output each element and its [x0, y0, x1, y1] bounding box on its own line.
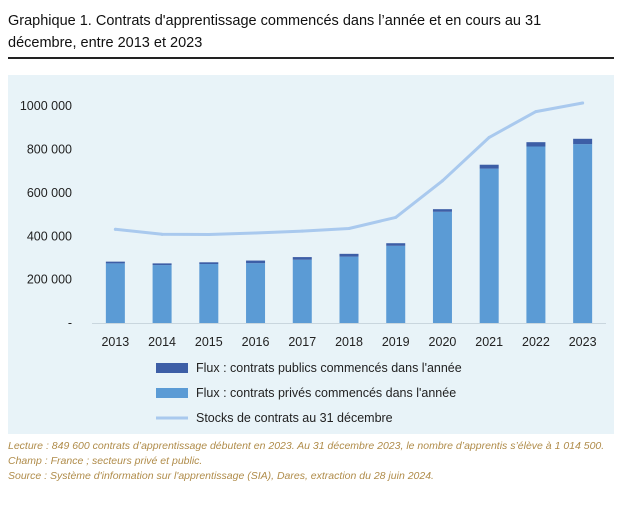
x-tick-label: 2021 — [475, 335, 503, 349]
bar-public — [292, 257, 312, 260]
y-tick-label: 600 000 — [27, 186, 72, 200]
legend-item-stock: Stocks de contrats au 31 décembre — [156, 411, 393, 425]
bar-public — [573, 138, 593, 145]
legend-label-stock: Stocks de contrats au 31 décembre — [196, 411, 393, 425]
bar-public — [339, 253, 359, 257]
x-tick-label: 2019 — [382, 335, 410, 349]
title-divider — [8, 57, 614, 59]
bar-private — [339, 256, 359, 323]
x-tick-label: 2016 — [242, 335, 270, 349]
bars — [105, 138, 593, 323]
legend-swatch-private — [156, 388, 188, 398]
x-tick-label: 2017 — [288, 335, 316, 349]
x-tick-label: 2013 — [101, 335, 129, 349]
bar-private — [526, 146, 546, 323]
x-axis-ticks: 2013 2014 2015 2016 2017 2018 2019 2020 2021 2022… — [101, 335, 596, 349]
bar-private — [105, 263, 125, 323]
chart-title: Graphique 1. Contrats d'apprentissage co… — [8, 13, 542, 51]
bar-private — [386, 245, 406, 323]
bar-public — [479, 164, 499, 169]
legend-label-private: Flux : contrats privés commencés dans l'… — [196, 386, 456, 400]
bar-public — [432, 209, 452, 212]
bar-private — [573, 144, 593, 323]
bar-public — [152, 263, 172, 266]
y-tick-label: 1000 000 — [20, 99, 72, 113]
x-tick-label: 2014 — [148, 335, 176, 349]
stock-point — [534, 110, 538, 114]
stock-line — [113, 101, 585, 236]
stock-point — [300, 229, 304, 233]
x-tick-label: 2022 — [522, 335, 550, 349]
bar-public — [526, 142, 546, 147]
footnote-source: Source : Système d'information sur l'app… — [8, 470, 434, 482]
bar-private — [432, 211, 452, 323]
stock-point — [487, 135, 491, 139]
stock-point — [113, 227, 117, 231]
bar-public — [246, 260, 266, 264]
stock-point — [440, 179, 444, 183]
bar-private — [479, 168, 499, 323]
x-tick-label: 2020 — [429, 335, 457, 349]
legend-swatch-public — [156, 363, 188, 373]
y-tick-label: 200 000 — [27, 273, 72, 287]
y-tick-label: - — [68, 316, 72, 330]
stock-point — [347, 226, 351, 230]
bar-private — [246, 263, 266, 323]
stock-points — [113, 101, 585, 237]
stock-point — [581, 101, 585, 105]
x-tick-label: 2023 — [569, 335, 597, 349]
stock-point — [254, 231, 258, 235]
footnote-champ: Champ : France ; secteurs privé et publi… — [8, 455, 203, 467]
x-tick-label: 2018 — [335, 335, 363, 349]
y-tick-label: 400 000 — [27, 229, 72, 243]
bar-private — [292, 259, 312, 323]
bar-public — [386, 243, 406, 246]
stock-point — [160, 232, 164, 236]
bar-public — [105, 261, 125, 264]
legend-label-public: Flux : contrats publics commencés dans l… — [196, 361, 462, 375]
chart: - 200 000 400 000 600 000 800 000 1000 000 20… — [20, 99, 606, 425]
footnote-lecture: Lecture : 849 600 contrats d’apprentissa… — [8, 440, 605, 452]
stock-point — [394, 215, 398, 219]
y-tick-label: 800 000 — [27, 143, 72, 157]
y-axis-ticks: - 200 000 400 000 600 000 800 000 1000 000 — [20, 99, 72, 330]
bar-public — [199, 262, 219, 265]
bar-private — [152, 265, 172, 323]
bar-private — [199, 264, 219, 323]
legend-item-public: Flux : contrats publics commencés dans l… — [156, 361, 462, 375]
footnotes: Lecture : 849 600 contrats d’apprentissa… — [8, 439, 616, 484]
chart-panel — [8, 75, 614, 434]
x-tick-label: 2015 — [195, 335, 223, 349]
legend-item-private: Flux : contrats privés commencés dans l'… — [156, 386, 456, 400]
legend: Flux : contrats publics commencés dans l… — [156, 361, 462, 425]
stock-point — [207, 233, 211, 237]
